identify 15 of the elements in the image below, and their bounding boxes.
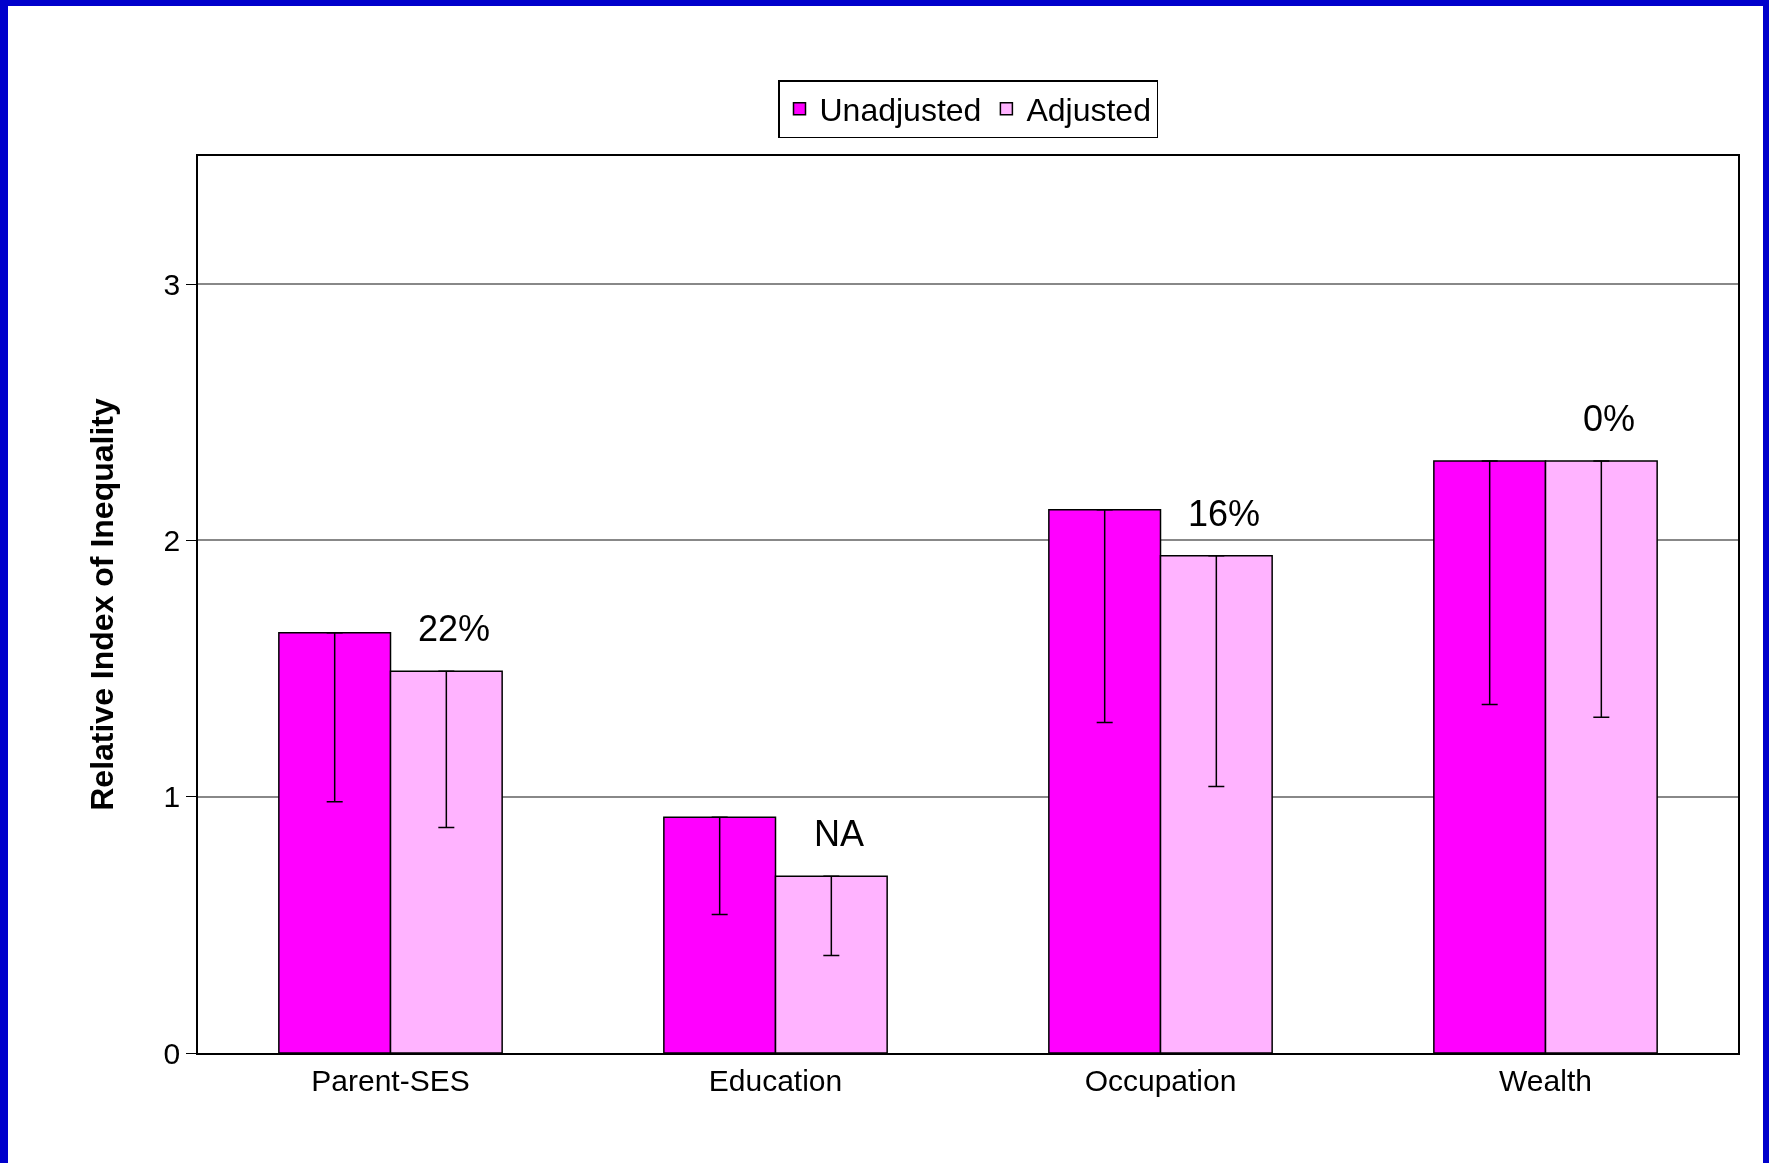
legend-label: Unadjusted xyxy=(819,92,982,129)
y-tick-label: 1 xyxy=(163,780,181,814)
annotation: NA xyxy=(814,813,865,854)
x-tick-label: Education xyxy=(708,1063,843,1097)
annotation: 22% xyxy=(418,608,491,649)
legend-label: Adjusted xyxy=(1026,92,1151,129)
annotation: 16% xyxy=(1188,493,1261,534)
x-tick-label: Wealth xyxy=(1499,1063,1592,1097)
y-tick-label: 3 xyxy=(163,267,181,301)
x-tick-label: Occupation xyxy=(1084,1063,1237,1097)
y-tick-label: 0 xyxy=(163,1036,181,1070)
y-tick-label: 2 xyxy=(163,523,181,557)
annotation: 0% xyxy=(1583,398,1636,439)
y-axis-title: Relative Index of Inequality xyxy=(84,398,121,811)
x-tick-label: Parent-SES xyxy=(311,1063,470,1097)
